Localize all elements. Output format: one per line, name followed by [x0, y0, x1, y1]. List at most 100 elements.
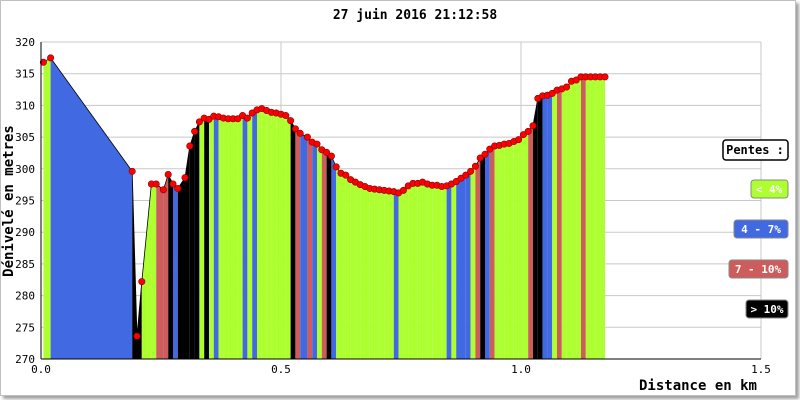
slope-segment: [247, 113, 253, 360]
slope-segment: [523, 131, 529, 359]
elevation-point: [529, 122, 537, 130]
slope-segment: [518, 134, 524, 359]
slope-segment: [513, 139, 519, 359]
elevation-point: [481, 150, 489, 158]
slope-segment: [285, 115, 291, 359]
elevation-point: [548, 89, 556, 97]
slope-segment: [571, 80, 577, 359]
slope-segment: [295, 128, 301, 359]
slope-segment: [141, 184, 152, 359]
slope-segment: [422, 182, 428, 359]
slope-segment: [213, 116, 219, 359]
legend-swatch-under-4: [750, 179, 789, 199]
slope-segment: [499, 144, 505, 359]
slope-segment: [581, 76, 586, 360]
slope-segment: [417, 182, 423, 359]
slope-segment: [475, 158, 481, 359]
slope-segment: [312, 142, 317, 359]
elevation-point: [248, 109, 256, 117]
elevation-point: [195, 118, 203, 126]
slope-segment: [590, 76, 596, 360]
elevation-point: [138, 278, 146, 286]
elevation-point: [467, 167, 475, 175]
slope-segment: [331, 156, 337, 359]
legend: Pentes : < 4% 4 - 7% 7 - 10% > 10%: [722, 139, 789, 319]
elevation-point: [133, 332, 141, 340]
elevation-point: [327, 152, 335, 160]
elevation-point: [296, 129, 304, 137]
slope-segment: [336, 166, 341, 359]
y-tick-label: 270: [15, 353, 35, 366]
elevation-point: [152, 180, 160, 188]
elevation-markers: [39, 54, 609, 340]
slope-segment: [177, 177, 185, 359]
slope-segment: [341, 173, 346, 359]
y-tick-label: 285: [15, 258, 35, 271]
elevation-point: [303, 133, 311, 141]
elevation-point: [452, 177, 460, 185]
x-tick-label: 1.0: [511, 363, 531, 376]
slope-segment: [173, 184, 178, 359]
elevation-point: [174, 184, 182, 192]
slope-segment: [321, 149, 327, 359]
slope-segment: [300, 133, 308, 359]
slope-segment: [290, 120, 296, 359]
elevation-point: [164, 171, 172, 179]
slope-segment: [228, 118, 233, 360]
slope-segment: [209, 116, 214, 359]
slope-segment: [600, 76, 605, 360]
y-tick-label: 290: [15, 226, 35, 239]
elevation-point: [181, 174, 189, 182]
legend-swatch-7-10: [728, 259, 789, 279]
slope-segment: [242, 115, 248, 359]
slope-segment: [441, 185, 447, 359]
slope-segment: [233, 118, 238, 360]
slope-segment: [266, 110, 272, 359]
elevation-point: [332, 163, 340, 171]
elevation-point: [287, 117, 295, 125]
slope-segment: [345, 175, 351, 359]
y-tick-label: 280: [15, 290, 35, 303]
elevation-point: [205, 115, 213, 123]
slope-segment: [257, 108, 262, 359]
slope-segment: [585, 76, 591, 360]
slope-segment: [427, 184, 433, 359]
y-tick-label: 300: [15, 163, 35, 176]
slope-segment: [494, 145, 500, 359]
elevation-point: [313, 140, 321, 148]
slope-segment: [50, 57, 133, 359]
slope-segment: [489, 145, 495, 359]
elevation-point: [169, 180, 177, 188]
slope-segment: [446, 184, 452, 359]
elevation-chart: 27 juin 2016 21:12:58 270 275 280 285 290 295…: [1, 8, 789, 394]
slope-segment: [360, 184, 365, 359]
slope-segment: [393, 191, 399, 359]
slope-segment: [547, 93, 553, 359]
slope-segment: [389, 190, 394, 359]
chart-title: 27 juin 2016 21:12:58: [333, 8, 498, 23]
slope-segment: [252, 109, 257, 359]
y-tick-label: 305: [15, 131, 35, 144]
slope-segment: [485, 149, 490, 359]
elevation-point: [515, 136, 523, 144]
slope-segment: [204, 118, 209, 359]
slope-segment: [552, 90, 557, 360]
elevation-point: [186, 142, 194, 150]
slope-segment: [566, 81, 572, 360]
slope-segment: [408, 183, 413, 359]
legend-label-under-4: < 4%: [756, 183, 783, 196]
elevation-point: [601, 73, 609, 81]
elevation-point: [243, 114, 251, 122]
x-tick-label: 0.5: [271, 363, 291, 376]
legend-title: Pentes :: [726, 143, 784, 157]
slope-segment: [163, 174, 169, 359]
slope-segment: [528, 125, 533, 359]
elevation-point: [476, 154, 484, 162]
slope-segment: [223, 118, 229, 359]
slope-segment: [199, 118, 205, 359]
slope-segment: [317, 144, 322, 359]
slope-segment: [576, 76, 581, 360]
axes: 270 275 280 285 290 295 300 305 310 315 320 0.0 0.5 1…: [15, 36, 771, 376]
elevation-point: [234, 115, 242, 123]
